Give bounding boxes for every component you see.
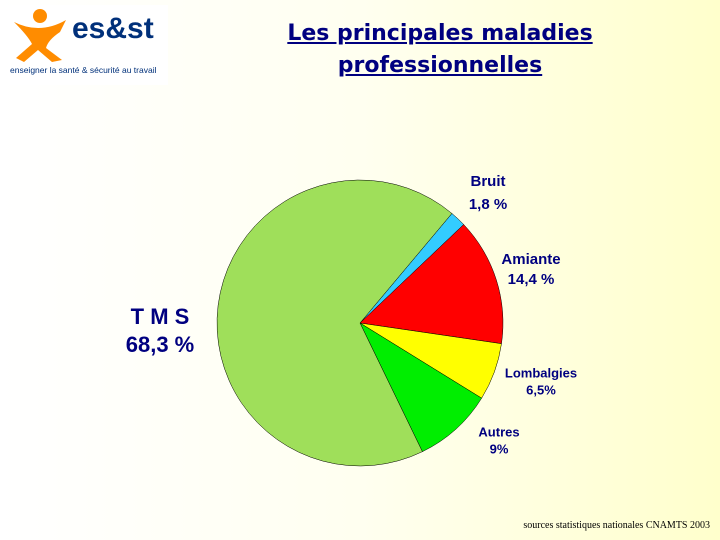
chart-title: Les principales maladies professionnelle… [287,21,593,78]
slice-label: Bruit [471,173,506,190]
pie-slice [359,322,482,452]
slice-label: T M S [131,304,190,329]
slice-value-label: 6,5% [526,382,556,397]
logo: es&st enseigner la santé & sécurité au t… [8,5,168,85]
logo-figure [14,20,66,62]
slice-label: Lombalgies [505,365,577,380]
slice-value-label: 14,4 % [508,271,555,288]
logo-tagline: enseigner la santé & sécurité au travail [10,65,157,75]
slice-value-label: 9% [490,441,509,456]
logo-name: es&st [72,12,154,45]
pie-slice [359,224,504,344]
slice-label: Amiante [501,251,560,268]
pie-slice [216,179,453,467]
source: sources statistiques nationales CNAMTS 2… [523,520,710,531]
slice-label: Autres [478,424,519,439]
slice-value-label: 1,8 % [469,196,507,213]
slice-value-label: 68,3 % [126,332,195,357]
logo-head [33,9,47,23]
